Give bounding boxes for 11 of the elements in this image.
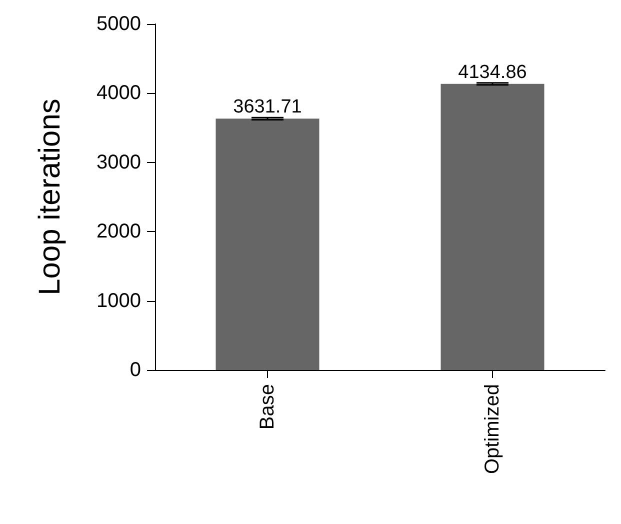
x-tick-label: Base bbox=[256, 384, 278, 430]
y-tick-label: 2000 bbox=[96, 220, 141, 243]
y-axis-title: Loop iterations bbox=[34, 98, 66, 296]
y-tick-label: 1000 bbox=[96, 290, 141, 312]
data-label: 3631.71 bbox=[233, 96, 302, 118]
data-label: 4134.86 bbox=[458, 62, 527, 83]
y-tick-label: 5000 bbox=[96, 13, 141, 35]
y-tick-label: 0 bbox=[130, 359, 141, 381]
y-tick-label: 3000 bbox=[96, 151, 141, 174]
y-tick-label: 4000 bbox=[96, 82, 141, 104]
x-tick-label: Optimized bbox=[482, 384, 504, 474]
